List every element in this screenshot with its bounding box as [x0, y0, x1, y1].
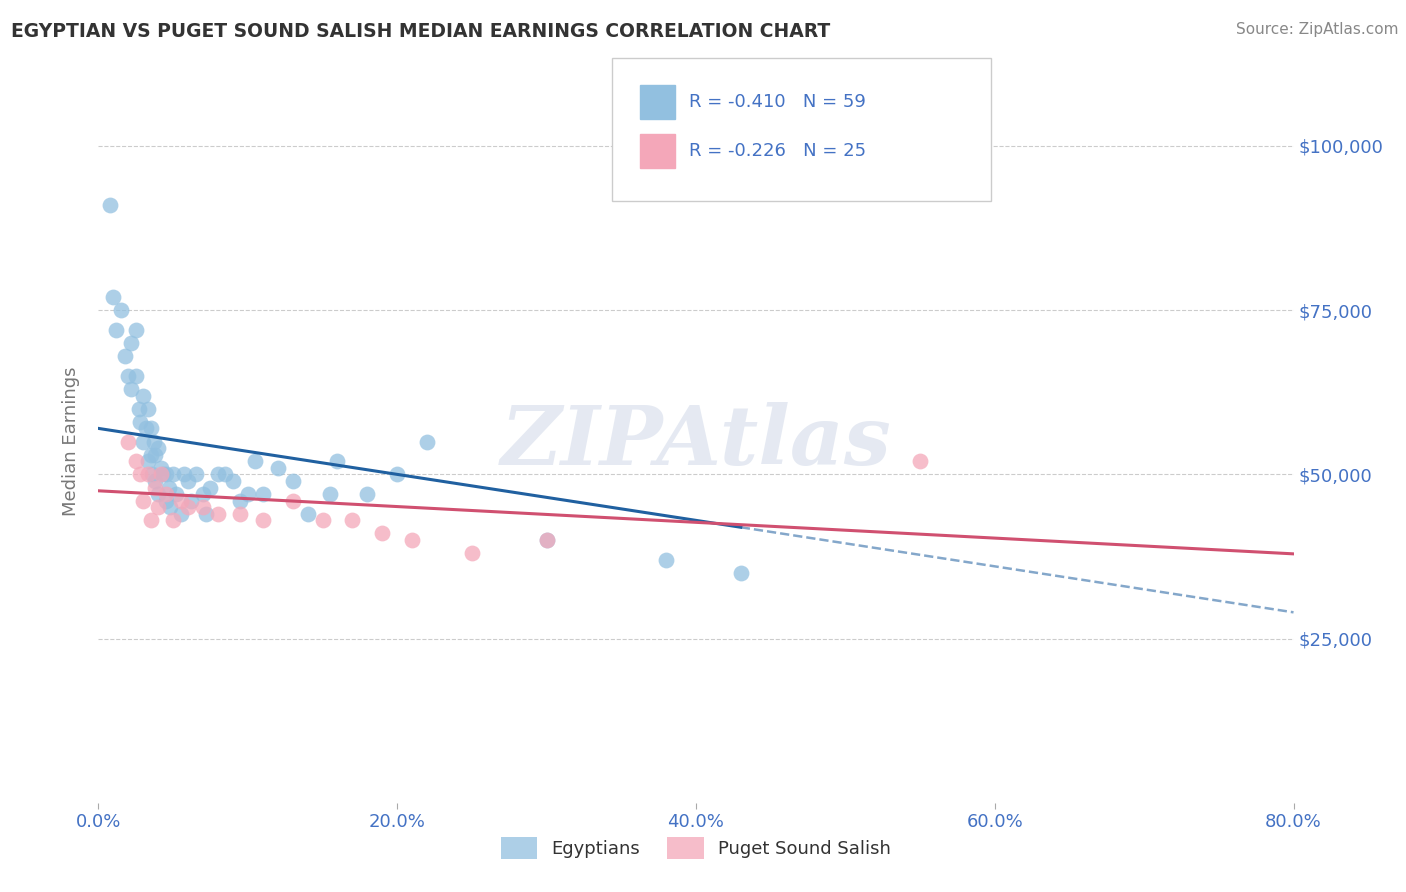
Text: R = -0.226   N = 25: R = -0.226 N = 25 — [689, 142, 866, 160]
Point — [191, 500, 214, 515]
Point — [536, 533, 558, 547]
Point — [125, 368, 148, 383]
Point — [155, 467, 177, 482]
Point — [165, 487, 187, 501]
Point — [236, 487, 259, 501]
Point — [110, 303, 132, 318]
Point — [128, 401, 150, 416]
Point — [214, 467, 236, 482]
Point — [132, 388, 155, 402]
Point — [157, 481, 180, 495]
Point — [908, 454, 931, 468]
Point — [143, 481, 166, 495]
Point — [730, 566, 752, 580]
Point — [142, 434, 165, 449]
Point — [461, 546, 484, 560]
Point — [281, 493, 304, 508]
Point — [139, 513, 162, 527]
Point — [129, 467, 152, 482]
Point — [281, 474, 304, 488]
Point — [129, 415, 152, 429]
Point — [177, 500, 200, 515]
Point — [114, 349, 136, 363]
Point — [655, 553, 678, 567]
Point — [177, 474, 200, 488]
Point — [169, 493, 191, 508]
Point — [401, 533, 423, 547]
Point — [245, 454, 267, 468]
Point — [162, 513, 184, 527]
Point — [207, 507, 229, 521]
Point — [143, 474, 166, 488]
Point — [135, 421, 157, 435]
Point — [191, 487, 214, 501]
Y-axis label: Median Earnings: Median Earnings — [62, 367, 80, 516]
Point — [150, 467, 173, 482]
Point — [252, 487, 274, 501]
Point — [536, 533, 558, 547]
Text: ZIPAtlas: ZIPAtlas — [501, 401, 891, 482]
Point — [169, 507, 191, 521]
Point — [125, 454, 148, 468]
Point — [162, 467, 184, 482]
Point — [195, 507, 218, 521]
Point — [141, 467, 163, 482]
Point — [356, 487, 378, 501]
Point — [136, 401, 159, 416]
Point — [117, 434, 139, 449]
Point — [173, 467, 195, 482]
Point — [132, 434, 155, 449]
Point — [143, 448, 166, 462]
Point — [120, 382, 142, 396]
Point — [184, 467, 207, 482]
Text: R = -0.410   N = 59: R = -0.410 N = 59 — [689, 93, 866, 111]
Point — [319, 487, 342, 501]
Point — [180, 493, 202, 508]
Point — [136, 467, 159, 482]
Point — [416, 434, 439, 449]
Point — [207, 467, 229, 482]
Point — [98, 198, 122, 212]
Point — [139, 448, 162, 462]
Point — [155, 487, 177, 501]
Point — [125, 323, 148, 337]
Text: EGYPTIAN VS PUGET SOUND SALISH MEDIAN EARNINGS CORRELATION CHART: EGYPTIAN VS PUGET SOUND SALISH MEDIAN EA… — [11, 22, 831, 41]
Point — [117, 368, 139, 383]
Point — [103, 290, 125, 304]
Point — [342, 513, 364, 527]
Point — [148, 500, 170, 515]
Point — [371, 526, 394, 541]
Point — [132, 493, 155, 508]
Point — [136, 454, 159, 468]
Point — [105, 323, 128, 337]
Text: Source: ZipAtlas.com: Source: ZipAtlas.com — [1236, 22, 1399, 37]
Point — [139, 421, 162, 435]
Point — [267, 460, 290, 475]
Point — [297, 507, 319, 521]
Point — [155, 493, 177, 508]
Point — [159, 500, 181, 515]
Point — [200, 481, 222, 495]
Point — [385, 467, 409, 482]
Point — [229, 507, 252, 521]
Point — [148, 487, 170, 501]
Point — [148, 441, 170, 455]
Point — [326, 454, 349, 468]
Point — [120, 336, 142, 351]
Point — [222, 474, 245, 488]
Point — [252, 513, 274, 527]
Point — [152, 467, 174, 482]
Legend: Egyptians, Puget Sound Salish: Egyptians, Puget Sound Salish — [494, 830, 898, 866]
Point — [311, 513, 333, 527]
Point — [229, 493, 252, 508]
Point — [150, 460, 173, 475]
